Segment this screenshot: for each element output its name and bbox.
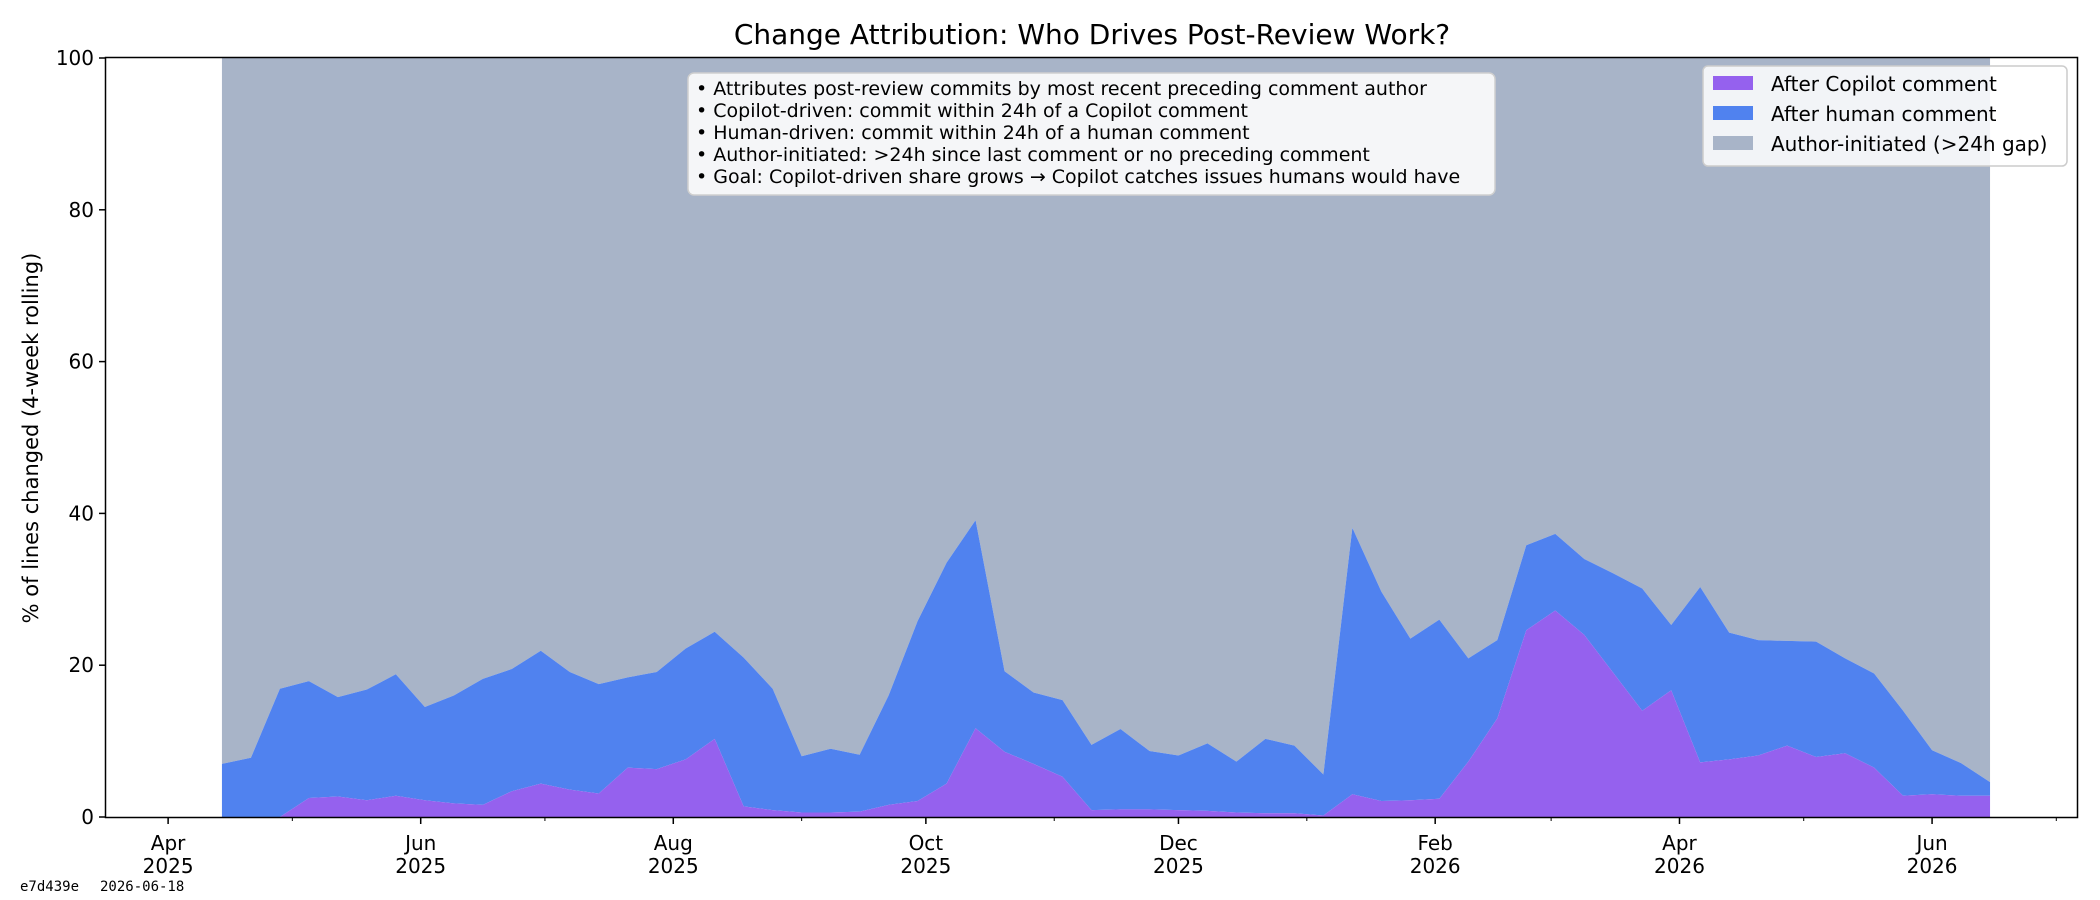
legend-label-human: After human comment [1771, 102, 1997, 126]
y-tick-label: 100 [56, 46, 94, 70]
annotation-line-4: • Author-initiated: >24h since last comm… [696, 144, 1370, 166]
plot-frame [104, 56, 2079, 819]
x-tick-label-month: Jun [403, 831, 436, 855]
footer-date: 2026-06-18 [100, 879, 184, 895]
x-tick-label-year: 2025 [648, 854, 699, 878]
y-tick-label: 20 [69, 653, 94, 677]
y-axis-label: % of lines changed (4-week rolling) [19, 253, 43, 624]
x-axis: Apr2025Jun2025Aug2025Oct2025Dec2025Feb20… [143, 817, 2057, 878]
x-tick-label-month: Dec [1159, 831, 1198, 855]
x-tick-label-year: 2025 [395, 854, 446, 878]
legend-label-copilot: After Copilot comment [1771, 72, 1997, 96]
annotation-line-1: • Attributes post-review commits by most… [696, 78, 1427, 100]
y-tick-label: 0 [81, 805, 94, 829]
annotation-line-5: • Goal: Copilot-driven share grows → Cop… [696, 166, 1460, 188]
x-tick-label-year: 2025 [900, 854, 951, 878]
y-axis: 0 20 40 60 80 100 [56, 46, 106, 829]
chart-title: Change Attribution: Who Drives Post-Revi… [734, 18, 1450, 51]
legend-swatch-human [1713, 106, 1753, 120]
x-tick-label-month: Jun [1914, 831, 1947, 855]
x-tick-label-month: Feb [1417, 831, 1452, 855]
x-tick-label-year: 2026 [1907, 854, 1958, 878]
legend: After Copilot comment After human commen… [1702, 65, 2068, 167]
y-tick-label: 60 [69, 350, 94, 374]
legend-swatch-copilot [1713, 76, 1753, 90]
legend-label-author: Author-initiated (>24h gap) [1771, 132, 2047, 156]
footer-commit-hash: e7d439e [20, 879, 79, 895]
y-tick-label: 80 [69, 198, 94, 222]
x-tick-label-month: Aug [654, 831, 693, 855]
annotation-box: • Attributes post-review commits by most… [687, 72, 1496, 196]
legend-background [1702, 65, 2068, 167]
x-tick-label-year: 2026 [1654, 854, 1705, 878]
x-tick-label-year: 2025 [1153, 854, 1204, 878]
x-tick-label-year: 2025 [143, 854, 194, 878]
plot-area [221, 58, 1991, 817]
x-tick-label-month: Apr [1662, 831, 1697, 855]
x-tick-label-year: 2026 [1410, 854, 1461, 878]
x-tick-label-month: Apr [151, 831, 186, 855]
annotation-line-3: • Human-driven: commit within 24h of a h… [696, 122, 1250, 144]
annotation-line-2: • Copilot-driven: commit within 24h of a… [696, 100, 1248, 122]
x-tick-label-month: Oct [909, 831, 944, 855]
area-after-copilot-comment [221, 610, 1991, 817]
area-author-initiated [221, 58, 1991, 783]
area-after-human-comment [221, 520, 1991, 817]
legend-swatch-author [1713, 136, 1753, 150]
y-tick-label: 40 [69, 501, 94, 525]
annotation-background [687, 72, 1496, 196]
